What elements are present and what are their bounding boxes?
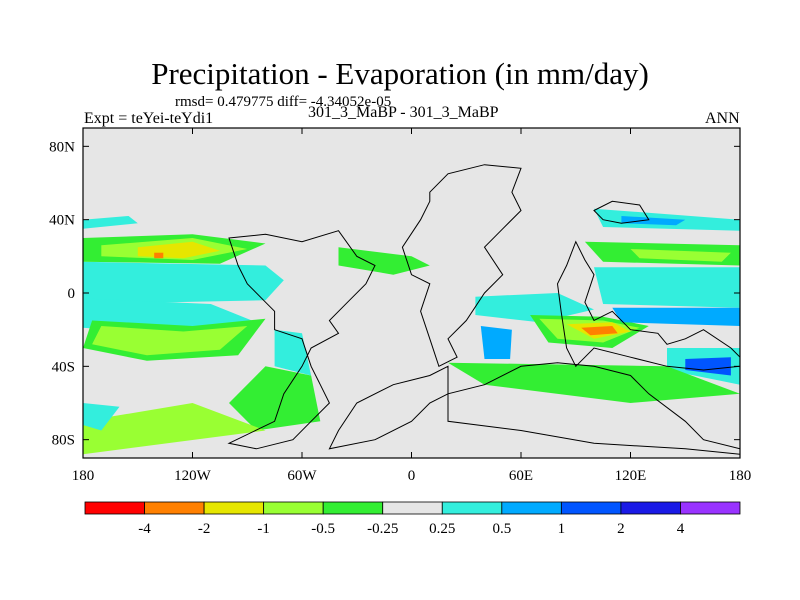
contour-indian-ocean-cyan xyxy=(475,293,594,323)
colorbar-swatch xyxy=(203,501,265,515)
contour-north-atlantic-dry xyxy=(338,247,430,275)
contour-south-america-coast-dry xyxy=(229,366,321,431)
colorbar-swatch xyxy=(501,501,562,515)
land-outline-western-landmass xyxy=(227,230,376,450)
colorbar-label: 0.25 xyxy=(429,521,455,537)
contour-southern-ocean-dry-band xyxy=(448,362,740,403)
x-tick-label: 60W xyxy=(287,468,317,484)
contour-west-pacific-south-band xyxy=(612,307,740,326)
season-label: ANN xyxy=(705,110,740,127)
y-tick-label: 40S xyxy=(52,359,75,375)
colorbar-label: 1 xyxy=(558,521,566,537)
colorbar-label: 4 xyxy=(677,521,685,537)
colorbar-swatch xyxy=(560,501,622,515)
colorbar-swatch xyxy=(322,501,384,515)
contour-north-pacific-storm-track xyxy=(83,216,138,229)
chart-title: Precipitation - Evaporation (in mm/day) xyxy=(151,56,649,91)
contour-kuroshio-storm-track-core xyxy=(621,216,686,226)
colorbar-swatch xyxy=(680,501,741,515)
contour-tropical-pacific-cyan-band xyxy=(83,261,284,304)
x-tick-label: 120E xyxy=(615,468,647,484)
land-outline-eastern-landmass xyxy=(556,240,740,371)
contour-southern-ocean-west-dry xyxy=(83,403,266,455)
contour-east-africa-moist xyxy=(480,326,512,359)
colorbar-label: -0.5 xyxy=(311,521,335,537)
case-label: 301_3_MaBP - 301_3_MaBP xyxy=(308,104,499,121)
experiment-label: Expt = teYei-teYdi1 xyxy=(84,110,214,127)
colorbar-swatch xyxy=(263,501,324,515)
colorbar-swatch xyxy=(620,501,681,515)
stats-label: rmsd= 0.479775 diff= -4.34052e-05 xyxy=(175,94,392,110)
y-tick-label: 80S xyxy=(52,433,75,449)
y-tick-label: 80N xyxy=(49,139,75,155)
colorbar-label: -0.25 xyxy=(367,521,398,537)
contour-south-america-coast-cyan xyxy=(274,329,312,376)
contour-southern-ocean-west-cyan xyxy=(83,403,120,431)
colorbar-swatch xyxy=(382,501,443,515)
colorbar-swatch xyxy=(441,501,503,515)
land-outline-northern-island xyxy=(593,200,650,224)
y-tick-label: 40N xyxy=(49,213,75,229)
colorbar-swatch xyxy=(144,501,205,515)
x-tick-label: 180 xyxy=(72,468,95,484)
x-tick-label: 60E xyxy=(509,468,533,484)
axes: 180 120W 60W 0 60E 120E 180 80N 40N 0 40S 80S xyxy=(49,128,751,484)
colorbar-swatch xyxy=(84,501,145,515)
contour-subtropical-north-pacific-peak xyxy=(154,252,164,259)
x-tick-label: 0 xyxy=(408,468,416,484)
x-tick-label: 180 xyxy=(729,468,752,484)
colorbar: -4 -2 -1 -0.5 -0.25 0.25 0.5 1 2 4 xyxy=(84,501,741,537)
contour-southern-ocean-east-core xyxy=(685,357,731,376)
x-tick-label: 120W xyxy=(174,468,212,484)
land-outlines xyxy=(227,164,740,455)
colorbar-label: 0.5 xyxy=(492,521,511,537)
land-outline-central-landmass xyxy=(401,164,522,368)
colorbar-label: -2 xyxy=(198,521,211,537)
contour-subtropical-south-pacific-drier xyxy=(92,326,248,356)
contour-northwest-pacific-subtropics-core xyxy=(630,249,731,262)
contour-regions xyxy=(83,208,740,455)
colorbar-label: -4 xyxy=(138,521,151,537)
land-outline-polar-landmass xyxy=(328,362,740,455)
y-tick-label: 0 xyxy=(68,286,76,302)
contour-west-pacific-cyan-band xyxy=(594,267,740,308)
contour-southern-indian-peak xyxy=(581,326,618,336)
colorbar-label: 2 xyxy=(617,521,625,537)
colorbar-label: -1 xyxy=(257,521,270,537)
